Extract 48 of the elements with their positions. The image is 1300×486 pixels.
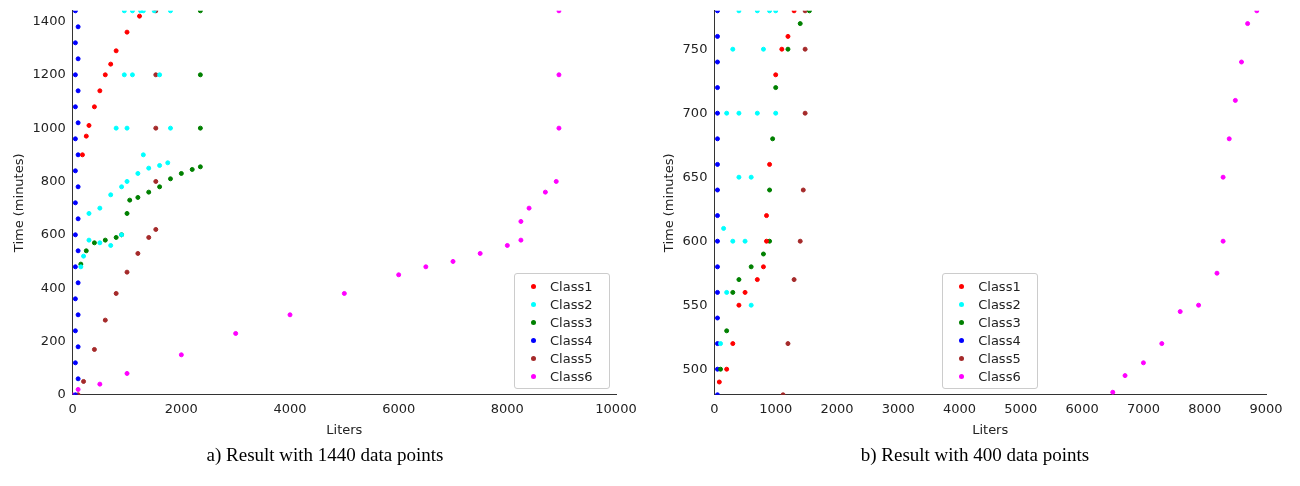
y-tick-label: 200 [40,332,66,348]
legend-label: Class5 [550,351,593,367]
x-axis-title: Liters [326,421,363,437]
x-tick-label: 9000 [1249,400,1283,416]
x-tick-label: 4000 [943,400,977,416]
x-tick-label: 1000 [759,400,793,416]
legend-label: Class5 [978,351,1021,367]
x-tick-label: 8000 [1188,400,1222,416]
x-tick-label: 6000 [1065,400,1099,416]
legend-label: Class2 [978,297,1021,313]
legend-label: Class1 [550,279,593,295]
legend-label: Class6 [978,369,1021,385]
y-tick-label: 600 [682,232,708,248]
y-axis-title: Time (minutes) [661,153,677,254]
x-tick-label: 10000 [595,400,637,416]
y-tick-label: 500 [682,360,708,376]
legend-label: Class2 [550,297,593,313]
y-tick-label: 800 [40,172,66,188]
legend-label: Class4 [978,333,1021,349]
legend-label: Class1 [978,279,1021,295]
text: a) Result with 1440 data points [206,444,444,466]
legend-label: Class6 [550,369,593,385]
y-tick-label: 1000 [32,119,66,135]
x-tick-label: 5000 [1004,400,1038,416]
x-tick-label: 8000 [490,400,524,416]
x-tick-label: 4000 [273,400,307,416]
y-tick-label: 1400 [32,12,66,28]
y-tick-label: 0 [57,386,66,402]
y-tick-label: 750 [682,40,708,56]
y-tick-label: 600 [40,226,66,242]
y-tick-label: 400 [40,279,66,295]
y-tick-label: 550 [682,296,708,312]
legend-label: Class3 [550,315,593,331]
x-tick-label: 2000 [820,400,854,416]
y-axis-title: Time (minutes) [11,153,27,254]
x-tick-label: 3000 [881,400,915,416]
y-tick-label: 650 [682,168,708,184]
x-tick-label: 6000 [382,400,416,416]
text: b) Result with 400 data points [860,444,1090,466]
x-tick-label: 0 [710,400,719,416]
legend-label: Class3 [978,315,1021,331]
x-axis-title: Liters [972,421,1009,437]
x-tick-label: 7000 [1126,400,1160,416]
y-tick-label: 1200 [32,66,66,82]
x-tick-label: 0 [68,400,77,416]
x-tick-label: 2000 [164,400,198,416]
y-tick-label: 700 [682,104,708,120]
legend-label: Class4 [550,333,593,349]
